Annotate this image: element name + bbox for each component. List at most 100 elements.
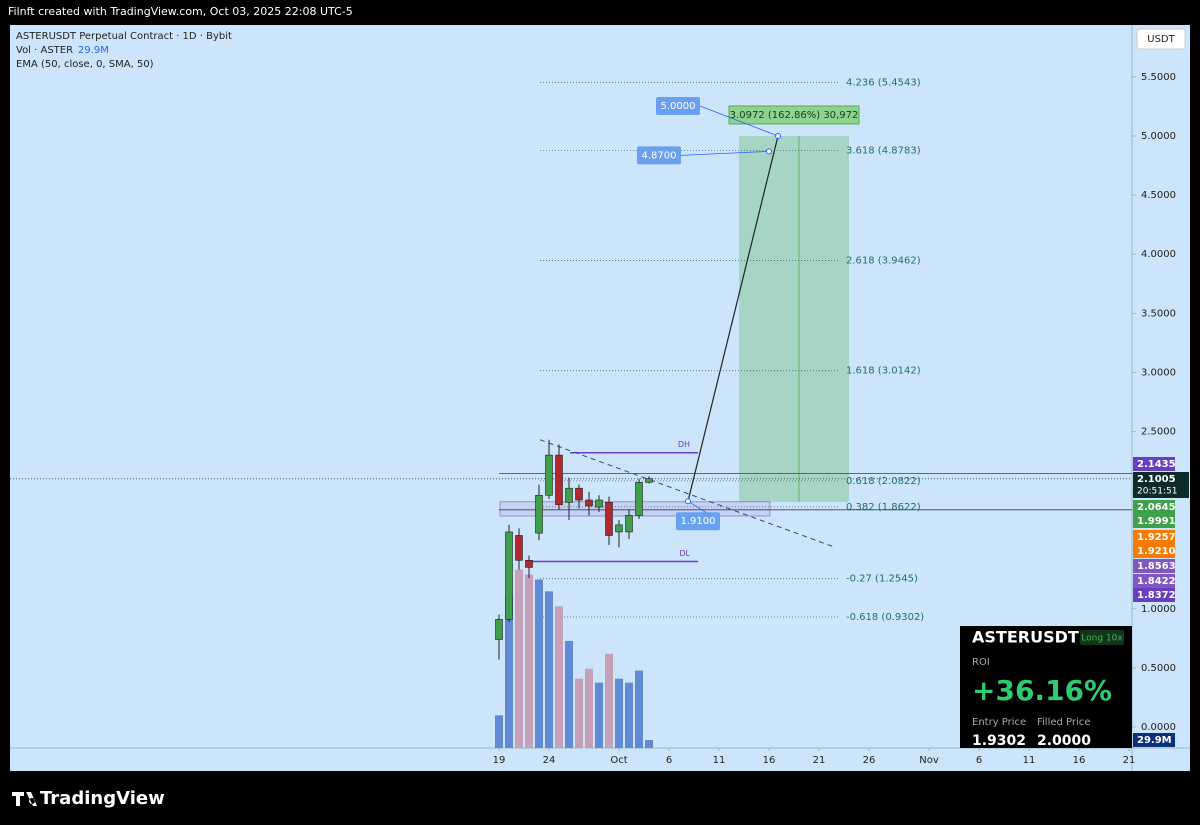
x-tick-label: 21 [813,755,826,766]
price-label: 1.8422 [1137,576,1176,587]
leverage: Long 10x [1081,634,1123,644]
profit-zone [739,135,849,503]
volume-bar [515,569,523,748]
fib-label: 4.236 (5.4543) [846,77,921,88]
volume-bar [565,640,573,748]
x-tick-label: 19 [493,755,506,766]
volume-title: Vol · ASTER [16,45,73,56]
filled-label: Filled Price [1037,717,1090,728]
trend-line [539,439,836,548]
profit-label-box [728,105,860,125]
candle-body [495,619,503,640]
volume-bar [555,606,563,748]
callout-label: 4.8700 [642,150,677,161]
callout-point [685,498,691,505]
volume-bar [495,715,503,748]
y-tick-label: 0.0000 [1141,722,1176,733]
callout-box [676,512,720,531]
level-label: DL [679,549,690,558]
callout-line [680,150,770,156]
price-label-box [1133,500,1175,514]
currency-box[interactable] [1136,28,1186,50]
price-label: 1.8563 [1137,561,1176,572]
candle-body [625,515,633,533]
volume-bar [545,591,553,748]
x-tick-label: 16 [763,755,776,766]
fib-label: 0.382 (1.8622) [846,502,921,513]
x-tick-label: 21 [1123,755,1136,766]
price-label: 2.0645 [1137,502,1176,513]
candle-body [545,454,553,496]
y-tick-label: 4.5000 [1141,190,1176,201]
x-tick-label: 16 [1073,755,1086,766]
candle-body [605,502,613,536]
volume-bar [645,739,653,748]
projection-path [687,135,779,502]
price-label-box [1133,588,1175,602]
volume-bar [615,678,623,748]
y-tick-label: 3.5000 [1141,308,1176,319]
fib-label: 1.618 (3.0142) [846,366,921,377]
volume-bar [635,670,643,748]
y-tick-label: 2.5000 [1141,426,1176,437]
volume-last-box [1133,733,1175,747]
price-label-box [1133,514,1175,528]
entry-label: Entry Price [972,717,1026,728]
candle-body [535,494,543,534]
filled-price: 2.0000 [1037,733,1091,749]
x-tick-label: 11 [713,755,726,766]
callout-point [775,132,781,139]
volume-bar [505,596,513,748]
candle-body [585,499,593,507]
last-price: 2.1005 [1137,474,1176,485]
y-tick-label: 5.0000 [1141,131,1176,142]
price-label: 1.9210 [1137,546,1176,557]
candle-body [595,499,603,508]
volume-bar [575,678,583,748]
fib-label: 0.618 (2.0822) [846,476,921,487]
indicator: EMA (50, close, 0, SMA, 50) [16,59,154,70]
price-label: 2.1435 [1137,459,1176,470]
countdown: 20:51:51 [1137,487,1177,497]
entry-price: 1.9302 [972,733,1026,749]
candle-body [525,560,533,568]
x-tick-label: 26 [863,755,876,766]
volume-last-label: 29.9M [1137,735,1172,746]
x-tick-label: 11 [1023,755,1036,766]
level-label: DH [678,440,690,449]
price-label-box [1133,574,1175,588]
roi-label: ROI [972,657,990,668]
candle-body [635,481,643,516]
price-label-box [1133,530,1175,544]
profit-label: 3.0972 (162.86%) 30,972 [730,110,859,121]
y-tick-label: 3.0000 [1141,367,1176,378]
leverage-badge [1080,630,1124,645]
candle-body [555,454,563,506]
volume-bar [625,682,633,748]
logo-icon [12,792,37,806]
price-label-box [1133,559,1175,573]
y-tick-label: 4.0000 [1141,249,1176,260]
volume-bar [595,682,603,748]
candle-body [565,487,573,503]
position-symbol: ASTERUSDT [972,628,1079,647]
candle-body [645,478,653,483]
candle-body [615,524,623,533]
x-tick-label: 24 [543,755,556,766]
price-label-box [1133,457,1175,471]
credit: Filnft created with TradingView.com, Oct… [8,5,353,18]
callout-label: 1.9100 [681,516,716,527]
price-label: 1.9991 [1137,516,1176,527]
callout-label: 5.0000 [661,101,696,112]
callout-box [656,96,700,115]
last-price-box [1133,472,1189,498]
price-label: 1.8372 [1137,590,1176,601]
x-tick-label: 6 [666,755,672,766]
brand: TradingView [40,788,165,809]
candle-body [515,535,523,561]
x-tick-label: Oct [610,755,627,766]
volume-bar [525,574,533,748]
x-tick-label: 6 [976,755,982,766]
y-tick-label: 1.0000 [1141,604,1176,615]
x-tick-label: Nov [919,755,939,766]
